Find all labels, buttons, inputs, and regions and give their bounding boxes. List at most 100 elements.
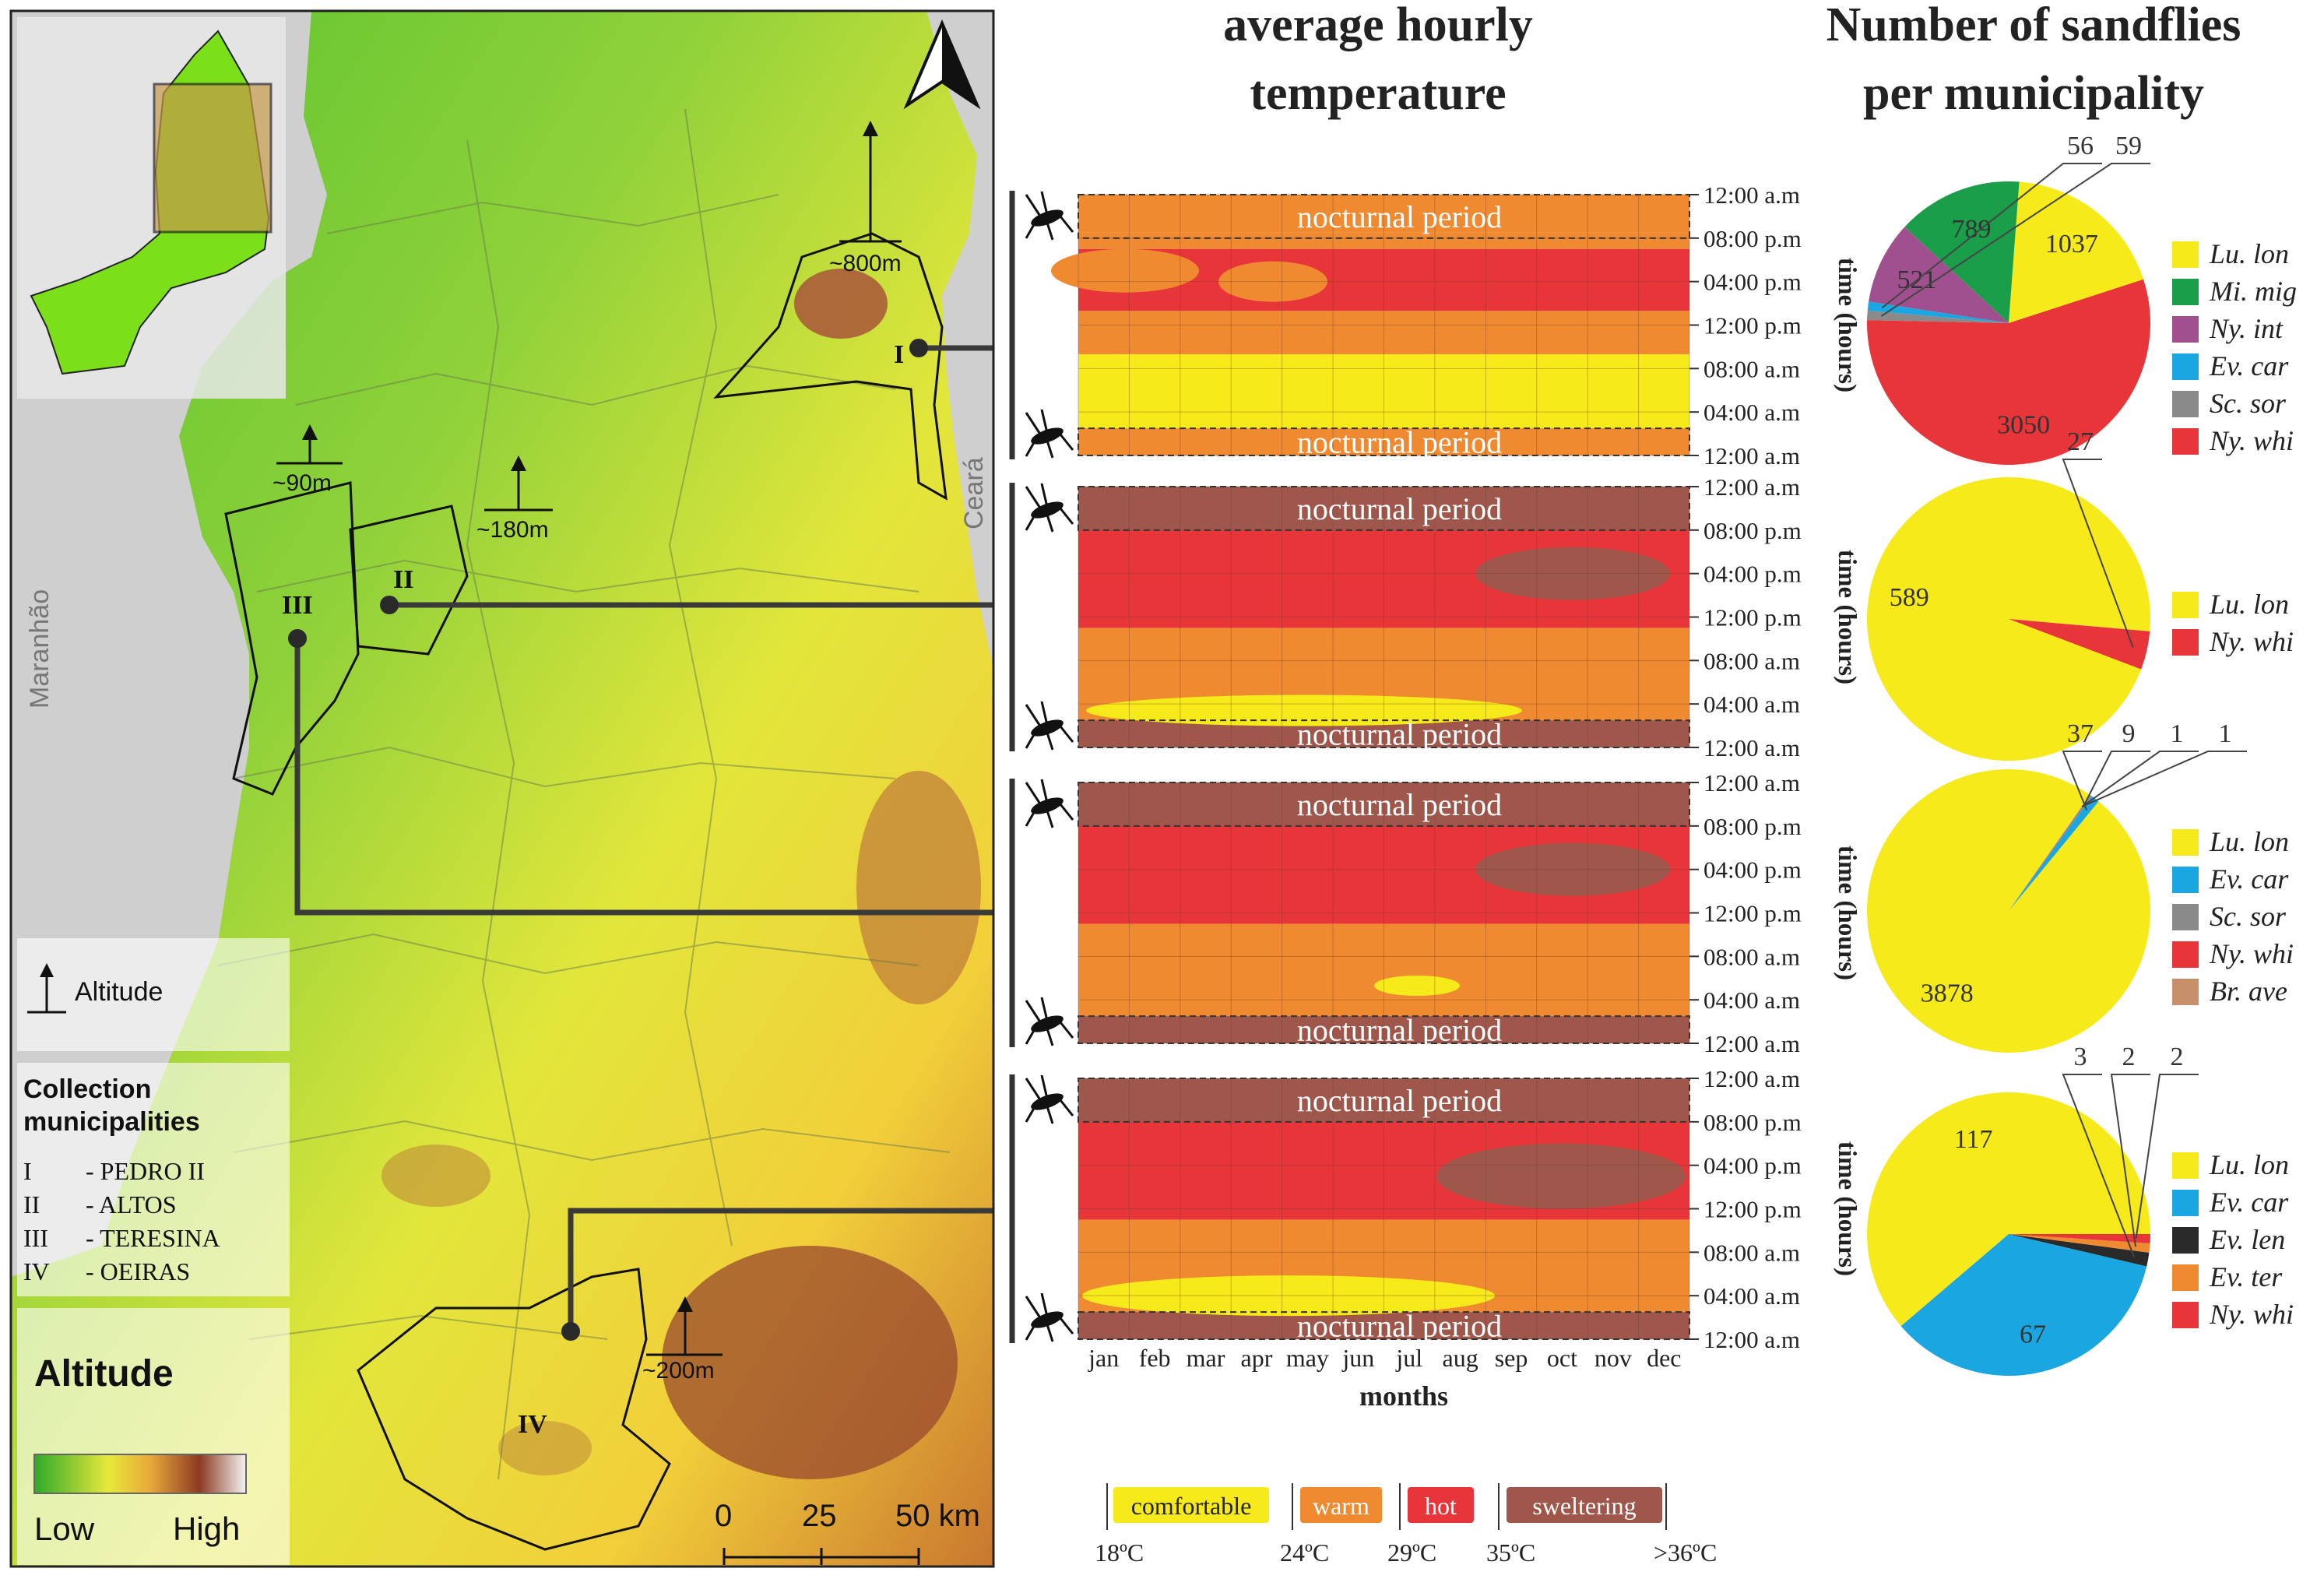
heatmap-blob-comfortable (1082, 1275, 1495, 1317)
pie-legend-label: Lu. lon (2209, 1149, 2289, 1180)
highland-patch (381, 1145, 490, 1207)
pie-legend-swatch (2172, 279, 2199, 305)
month-tick-label: jul (1395, 1344, 1422, 1372)
municipality-dot-IV (561, 1322, 580, 1341)
scale-tick-50: 50 km (895, 1499, 980, 1533)
pie-legend-label: Ev. ter (2209, 1261, 2283, 1292)
pie-legend-label: Ev. car (2209, 1187, 2289, 1218)
pie-slice-sc-sor (1867, 310, 2009, 323)
month-tick-label: sep (1495, 1344, 1528, 1372)
pie-legend-label: Lu. lon (2209, 589, 2289, 620)
heatmap-band-sweltering (1078, 487, 1689, 530)
pie-legend-swatch (2172, 428, 2199, 455)
state-label-maranhao: Maranhão (25, 589, 54, 709)
pie-legend-label: Ny. whi (2209, 425, 2294, 456)
pie-leader-line (1881, 163, 2102, 309)
nocturnal-period-box (1078, 782, 1690, 827)
time-tick-label: 04:00 p.m (1703, 269, 1802, 296)
nocturnal-period-box (1078, 719, 1690, 749)
pie-legend-label: Ny. int (2209, 313, 2284, 344)
state-label-ceara: Ceará (959, 457, 989, 529)
heatmap-blob-comfortable (1086, 695, 1522, 726)
time-tick-label: 12:00 p.m (1703, 900, 1802, 927)
altitude-mark-180: ~180m (476, 455, 553, 543)
pie-legend-label: Ev. car (2209, 863, 2289, 895)
pie-value-label: 789 (1951, 215, 1991, 244)
nocturnal-period-box (1078, 427, 1690, 457)
legend-municipality-code: I (23, 1157, 32, 1185)
time-tick-label: 04:00 p.m (1703, 856, 1802, 884)
time-tick-label: 04:00 a.m (1703, 399, 1800, 426)
highland-patch (794, 269, 888, 339)
time-tick-label: 08:00 p.m (1703, 517, 1802, 544)
nocturnal-period-label: nocturnal period (1297, 491, 1502, 526)
time-axis-label: time (hours) (1833, 258, 1861, 392)
pie-slice-ev-car (1900, 1234, 2147, 1376)
time-tick-label: 08:00 p.m (1703, 1109, 1802, 1136)
heatmap-band-warm (1078, 232, 1689, 249)
municipality-marker-III: III (282, 591, 313, 620)
altitude-label-200: ~200m (642, 1358, 715, 1384)
pie-title-line2: per municipality (1863, 67, 2204, 120)
time-axis-label: time (hours) (1833, 1141, 1861, 1276)
time-tick-label: 08:00 p.m (1703, 813, 1802, 840)
scale-tick-0: 0 (715, 1499, 732, 1533)
heatmap-band-warm (1078, 311, 1689, 355)
legend-municipality-code: II (23, 1190, 40, 1218)
altitude-map: Maranhão Ceará ~800m ~90m ~180m (11, 11, 993, 1567)
month-tick-label: may (1286, 1344, 1329, 1372)
heatmap-blob-sweltering (1436, 1143, 1686, 1209)
pie-legend-swatch (2172, 979, 2199, 1005)
pie-legend-label: Mi. mig (2209, 276, 2297, 307)
pie-legend-swatch (2172, 1302, 2199, 1328)
municipality-marker-II: II (393, 565, 413, 594)
sandfly-icon (1025, 1292, 1074, 1342)
altitude-ramp-high-label: High (173, 1510, 240, 1547)
pie-value-label: 1037 (2045, 230, 2098, 258)
scale-bar: 0 25 50 km (715, 1499, 980, 1565)
pie-slice-ny-whi (2009, 795, 2090, 911)
time-tick-label: 12:00 a.m (1703, 1030, 1800, 1057)
nocturnal-period-label: nocturnal period (1297, 425, 1502, 460)
pie-value-label: 2 (2122, 1043, 2136, 1071)
time-tick-label: 08:00 a.m (1703, 355, 1800, 382)
municipality-dot-III (288, 629, 307, 648)
time-tick-label: 04:00 p.m (1703, 561, 1802, 588)
pie-leader-line (2062, 751, 2102, 811)
sandfly-icon (1025, 191, 1074, 241)
sandfly-icon (1025, 409, 1074, 459)
time-tick-label: 12:00 p.m (1703, 312, 1802, 339)
pie-value-label: 3878 (1921, 979, 1974, 1007)
pie-legend-swatch (2172, 1190, 2199, 1216)
map-frame (9, 9, 995, 1568)
month-tick-label: apr (1241, 1344, 1273, 1372)
time-tick-label: 08:00 a.m (1703, 943, 1800, 970)
pie-value-label: 2 (2171, 1043, 2184, 1071)
legend-swatch-comfortable (1113, 1487, 1269, 1523)
time-tick-label: 12:00 a.m (1703, 181, 1800, 209)
pie-slice-ny-whi (2009, 1234, 2150, 1243)
heatmap-title-line1: average hourly (1223, 0, 1533, 51)
legend-panel-municipalities (17, 1063, 290, 1296)
legend-municipality-code: III (23, 1224, 48, 1252)
temperature-class-legend: comfortable warm hot sweltering 18ºC 24ºC 29ºC… (1095, 1483, 1717, 1567)
altitude-color-ramp (33, 1454, 247, 1494)
legend-collection-title-line1: Collection (23, 1074, 151, 1104)
pie-leader-line (2081, 751, 2199, 807)
nocturnal-period-label: nocturnal period (1297, 1083, 1502, 1118)
pie-slice-lu-lon (1867, 477, 2150, 761)
time-axis-label: time (hours) (1833, 550, 1861, 684)
threshold-label: 18ºC (1095, 1538, 1144, 1567)
time-axis-label: time (hours) (1833, 846, 1861, 980)
north-arrow-icon (903, 19, 981, 110)
heatmap-band-sweltering (1078, 1078, 1689, 1122)
month-tick-label: nov (1594, 1344, 1632, 1372)
heatmap-blob-sweltering (1475, 842, 1670, 896)
sandfly-icon (1025, 701, 1074, 751)
legend-municipality-name: - PEDRO II (86, 1157, 205, 1185)
pie-title-line1: Number of sandflies (1827, 0, 2241, 51)
altitude-mark-90: ~90m (272, 424, 343, 496)
pie-leader-line (2082, 751, 2150, 808)
pie-value-label: 1 (2219, 719, 2232, 748)
